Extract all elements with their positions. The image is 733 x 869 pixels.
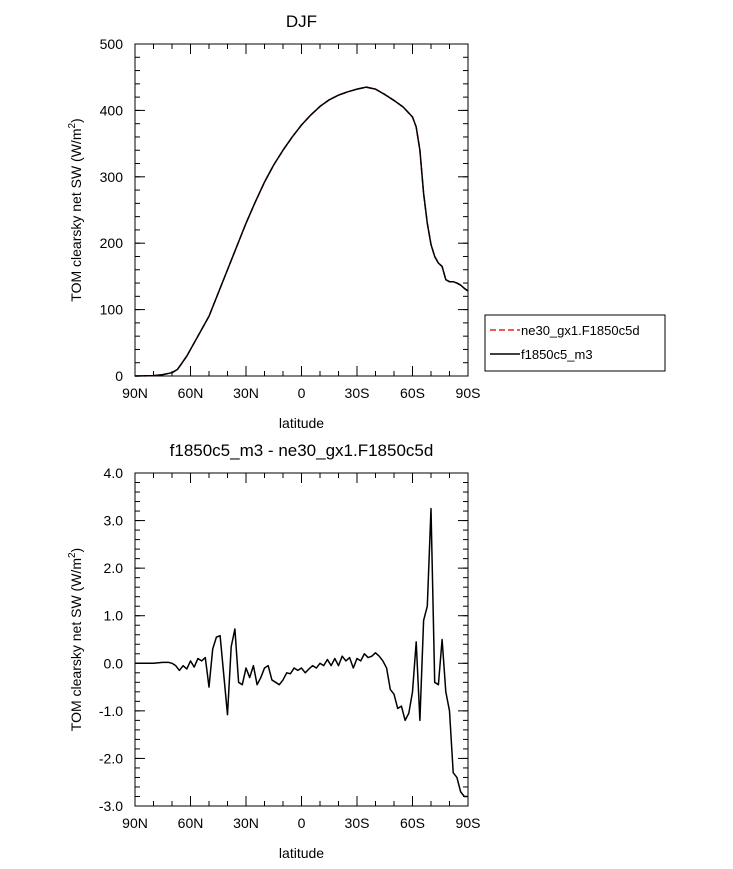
- y-tick-label: 3.0: [104, 513, 124, 529]
- plot-frame: [134, 472, 469, 807]
- x-tick-label: 30S: [345, 815, 370, 831]
- chart-1: f1850c5_m3 - ne30_gx1.F1850c5d 90N 60N 30N 0…: [67, 441, 480, 861]
- x-tick-label: 60S: [400, 815, 425, 831]
- y-tick-label: -3.0: [99, 798, 123, 814]
- y-axis-label-superscript: 2: [67, 552, 78, 558]
- y-axis-label-main: TOM clearsky net SW (W/m: [68, 129, 84, 302]
- chart-0: DJF 90N 60N 30N 0 30S 60S 90S 0 100 200 300 400 500 la…: [67, 12, 666, 431]
- x-tick-label: 0: [298, 385, 306, 401]
- x-tick-label: 90N: [122, 385, 148, 401]
- plot-frame: [134, 43, 469, 377]
- chart-title: DJF: [286, 12, 317, 31]
- x-tick-label: 90N: [122, 815, 148, 831]
- legend: ne30_gx1.F1850c5d f1850c5_m3: [484, 314, 666, 372]
- y-tick-label: 1.0: [104, 608, 124, 624]
- y-tick-label: 0: [115, 368, 123, 384]
- x-tick-label: 60N: [178, 385, 204, 401]
- y-tick-label: -1.0: [99, 703, 123, 719]
- y-tick-label: 200: [100, 235, 124, 251]
- series-line-1: [134, 86, 469, 377]
- y-axis-label: TOM clearsky net SW (W/m2): [67, 118, 84, 301]
- y-tick-label: 300: [100, 169, 124, 185]
- legend-label-1: f1850c5_m3: [521, 347, 593, 362]
- y-tick-label: 0.0: [104, 655, 124, 671]
- y-tick-label: -2.0: [99, 750, 123, 766]
- y-axis-label-superscript: 2: [67, 123, 78, 129]
- y-tick-label: 100: [100, 302, 124, 318]
- legend-label-0: ne30_gx1.F1850c5d: [521, 323, 640, 338]
- x-tick-label: 0: [298, 815, 306, 831]
- y-axis-label-main: TOM clearsky net SW (W/m: [68, 558, 84, 731]
- chart-title: f1850c5_m3 - ne30_gx1.F1850c5d: [170, 441, 434, 460]
- series-line-0: [134, 86, 469, 377]
- y-axis-label: TOM clearsky net SW (W/m2): [67, 548, 84, 731]
- legend-box: [484, 314, 666, 372]
- y-tick-label: 2.0: [104, 560, 124, 576]
- series-line-0: [135, 507, 468, 798]
- y-tick-label: 400: [100, 102, 124, 118]
- x-tick-label: 30N: [233, 385, 259, 401]
- x-tick-label: 60S: [400, 385, 425, 401]
- x-axis-label: latitude: [279, 415, 324, 431]
- x-tick-label: 90S: [456, 815, 481, 831]
- x-axis-label: latitude: [279, 845, 324, 861]
- y-axis-label-close: ): [68, 548, 84, 553]
- y-axis-label-close: ): [68, 118, 84, 123]
- y-tick-label: 4.0: [104, 465, 124, 481]
- x-tick-label: 30N: [233, 815, 259, 831]
- x-tick-label: 90S: [456, 385, 481, 401]
- x-tick-label: 60N: [178, 815, 204, 831]
- y-tick-label: 500: [100, 36, 124, 52]
- x-tick-label: 30S: [345, 385, 370, 401]
